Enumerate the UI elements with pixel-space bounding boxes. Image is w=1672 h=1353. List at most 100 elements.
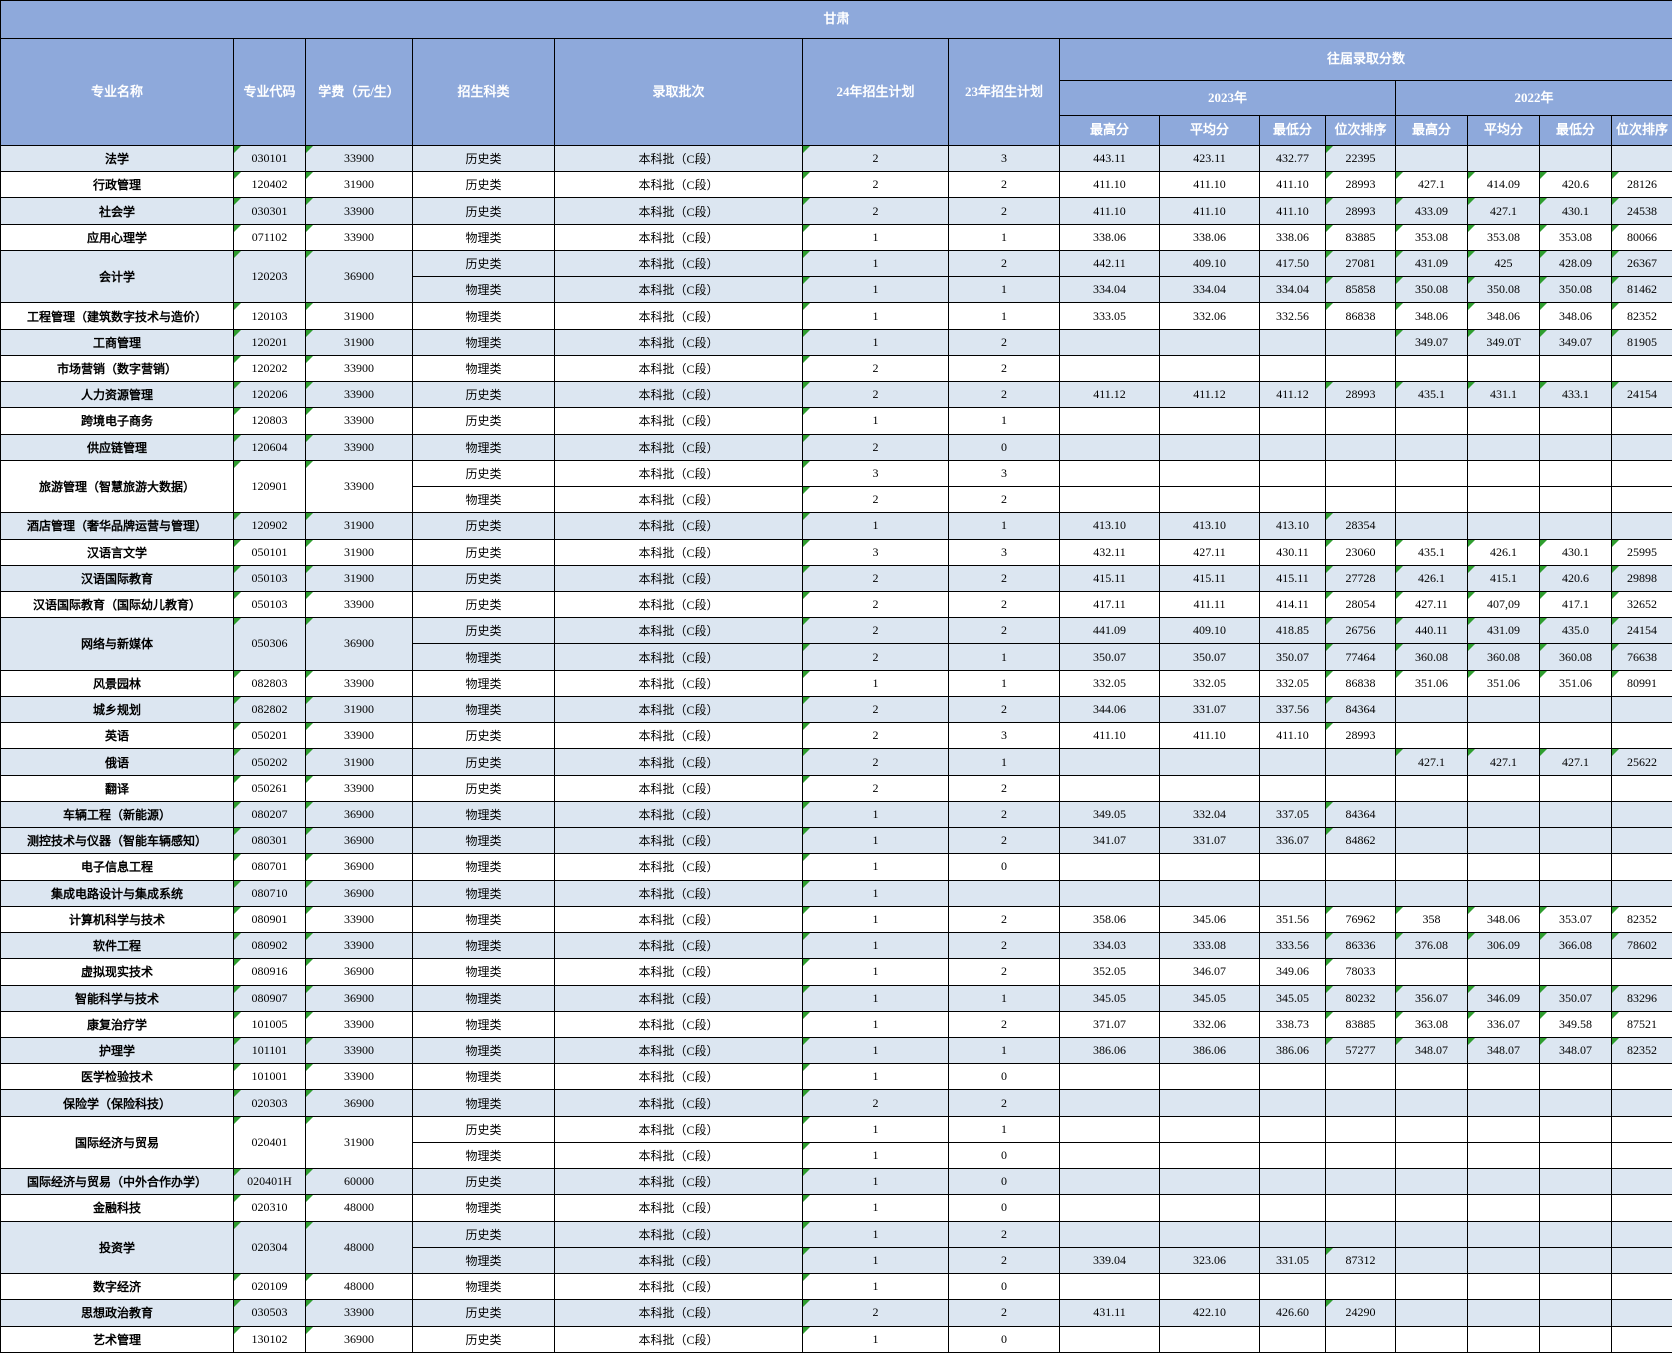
plan23-cell: 2: [948, 774, 1060, 802]
score-cell-rank-2022: [1610, 354, 1672, 383]
score-cell-avg-2023: 413.10: [1159, 512, 1260, 540]
score-cell-max-2022: [1395, 695, 1468, 724]
category-cell: 物理类: [412, 354, 555, 383]
score-cell-rank-2023: [1325, 748, 1396, 776]
score-cell-rank-2022: [1610, 1115, 1672, 1143]
plan23-cell: 2: [948, 617, 1060, 645]
score-cell-max-2022: [1395, 1273, 1468, 1301]
category-cell: 历史类: [412, 459, 555, 488]
score-cell-max-2023: 338.06: [1059, 223, 1160, 251]
table-row: 集成电路设计与集成系统 080710 36900 物理类 本科批（C段） 1: [0, 879, 1672, 907]
major-name-cell: 跨境电子商务: [0, 407, 234, 435]
score-cell-rank-2023: 28993: [1325, 381, 1396, 409]
category-cell: 历史类: [412, 564, 555, 592]
score-cell-rank-2023: 24290: [1325, 1299, 1396, 1327]
score-cell-avg-2022: [1467, 774, 1540, 802]
score-cell-avg-2022: [1467, 800, 1540, 829]
batch-cell: 本科批（C段）: [554, 1325, 803, 1353]
table-row: 物理类 本科批（C段） 1 0: [1, 1141, 1672, 1170]
score-cell-rank-2022: 26367: [1610, 249, 1672, 278]
score-cell-avg-2023: [1159, 459, 1260, 488]
score-cell-rank-2023: [1325, 879, 1396, 907]
batch-cell: 本科批（C段）: [554, 1036, 803, 1065]
score-cell-avg-2023: 338.06: [1159, 223, 1260, 251]
batch-cell: 本科批（C段）: [554, 643, 803, 671]
tuition-cell: 33900: [305, 590, 413, 619]
score-cell-rank-2023: 86336: [1325, 932, 1396, 960]
score-cell-rank-2022: [1610, 144, 1672, 173]
score-cell-max-2022: 427.11: [1395, 590, 1468, 619]
major-name-cell: 电子信息工程: [0, 853, 234, 881]
score-cell-rank-2023: 28054: [1325, 590, 1396, 619]
score-cell-max-2022: [1395, 827, 1468, 855]
category-cell: 物理类: [412, 302, 555, 330]
major-name-cell: 工程管理（建筑数字技术与造价）: [0, 302, 234, 330]
plan24-cell: 1: [802, 302, 949, 330]
score-cell-min-2022: 349.58: [1539, 1010, 1612, 1038]
score-cell-rank-2023: [1325, 486, 1396, 514]
score-cell-min-2023: [1259, 1168, 1326, 1196]
plan23-cell: 1: [948, 669, 1060, 697]
plan24-cell: 1: [802, 1010, 949, 1038]
batch-cell: 本科批（C段）: [554, 1141, 803, 1170]
score-cell-avg-2023: 332.05: [1159, 669, 1260, 697]
plan23-cell: 0: [948, 1141, 1060, 1170]
score-cell-avg-2023: 345.05: [1159, 984, 1260, 1012]
category-cell: 物理类: [412, 800, 555, 829]
category-cell: 历史类: [412, 1299, 555, 1327]
major-name-cell: 酒店管理（奢华品牌运营与管理）: [0, 512, 234, 540]
major-code-cell: 120203: [233, 249, 306, 304]
score-cell-avg-2023: [1159, 1220, 1260, 1248]
score-cell-max-2022: [1395, 1246, 1468, 1275]
plan23-cell: 3: [948, 722, 1060, 750]
tuition-cell: 48000: [305, 1273, 413, 1301]
score-cell-max-2023: [1059, 433, 1160, 461]
score-cell-rank-2022: [1610, 1299, 1672, 1327]
col-header-tuition: 学费（元/生）: [305, 38, 413, 146]
category-cell: 物理类: [412, 827, 555, 855]
score-cell-avg-2023: [1159, 1273, 1260, 1301]
score-cell-min-2023: 336.07: [1259, 827, 1326, 855]
score-cell-avg-2023: [1159, 1063, 1260, 1091]
score-cell-min-2022: 420.6: [1539, 564, 1612, 592]
score-cell-max-2023: 411.10: [1059, 171, 1160, 199]
score-cell-rank-2022: [1610, 1220, 1672, 1248]
score-cell-min-2023: [1259, 433, 1326, 461]
major-name-cell: 风景园林: [0, 669, 234, 697]
major-code-cell: 020401H: [233, 1168, 306, 1196]
score-cell-avg-2022: [1467, 1115, 1540, 1143]
batch-cell: 本科批（C段）: [554, 932, 803, 960]
plan23-cell: 3: [948, 538, 1060, 566]
col-header-rank-2022: 位次排序: [1610, 115, 1672, 146]
score-cell-rank-2023: [1325, 433, 1396, 461]
tuition-cell: 33900: [305, 354, 413, 383]
score-cell-min-2022: [1539, 722, 1612, 750]
tuition-cell: 33900: [305, 669, 413, 697]
plan24-cell: 2: [802, 486, 949, 514]
score-cell-min-2022: [1539, 1063, 1612, 1091]
batch-cell: 本科批（C段）: [554, 459, 803, 488]
score-cell-min-2023: [1259, 748, 1326, 776]
major-code-cell: 082803: [233, 669, 306, 697]
score-cell-avg-2022: 348.07: [1467, 1036, 1540, 1065]
score-cell-max-2023: 415.11: [1059, 564, 1160, 592]
score-cell-min-2022: 427.1: [1539, 748, 1612, 776]
plan24-cell: 1: [802, 276, 949, 304]
score-cell-min-2022: [1539, 1220, 1612, 1248]
score-cell-avg-2022: [1467, 1089, 1540, 1117]
category-cell: 物理类: [412, 669, 555, 697]
table-row: 供应链管理 120604 33900 物理类 本科批（C段） 2 0: [0, 433, 1672, 461]
score-cell-avg-2022: [1467, 722, 1540, 750]
category-cell: 物理类: [412, 1194, 555, 1222]
score-cell-min-2022: [1539, 695, 1612, 724]
score-cell-max-2022: [1395, 722, 1468, 750]
score-cell-max-2023: 334.04: [1059, 276, 1160, 304]
score-cell-min-2022: [1539, 1115, 1612, 1143]
score-cell-max-2022: 440.11: [1395, 617, 1468, 645]
score-cell-avg-2023: 331.07: [1159, 695, 1260, 724]
plan23-cell: 2: [948, 564, 1060, 592]
score-cell-rank-2022: 25622: [1610, 748, 1672, 776]
batch-cell: 本科批（C段）: [554, 1246, 803, 1275]
score-cell-avg-2022: 407,09: [1467, 590, 1540, 619]
score-cell-min-2023: 334.04: [1259, 276, 1326, 304]
